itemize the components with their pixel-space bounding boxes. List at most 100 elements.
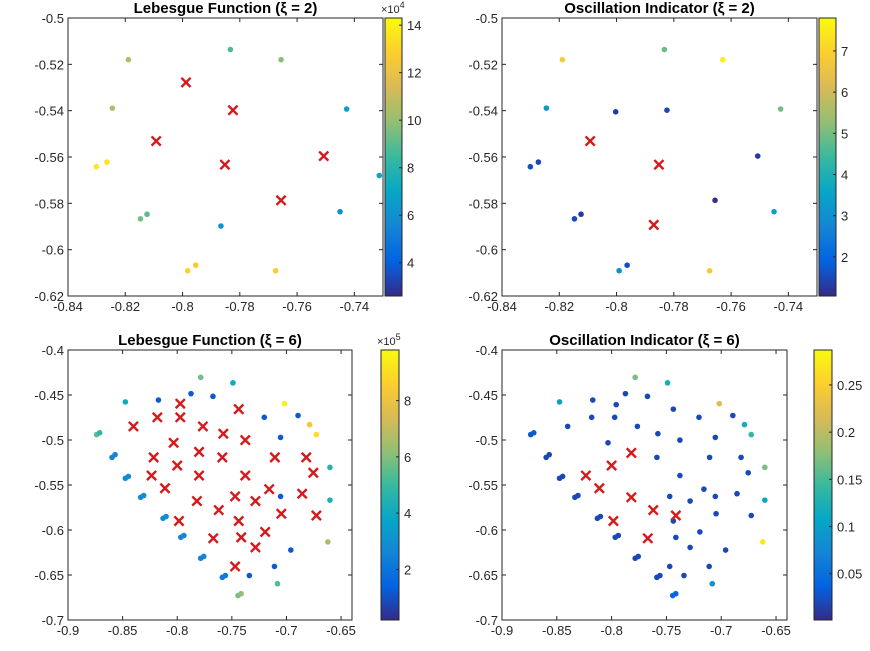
y-tick-label: -0.6 <box>476 523 498 538</box>
x-marker <box>193 470 205 481</box>
x-tick-label: -0.8 <box>600 623 622 638</box>
x-marker <box>296 488 308 500</box>
scatter-point <box>272 267 279 274</box>
y-tick-label: -0.65 <box>468 568 498 583</box>
colorbar-tick-label: 0.25 <box>837 378 862 393</box>
colorbar-gradient <box>818 17 837 297</box>
chart-title: Oscillation Indicator (ξ = 2) <box>564 0 754 17</box>
colorbar-exponent: ×104 <box>381 0 405 16</box>
scatter-point <box>261 414 268 421</box>
y-tick-label: -0.5 <box>42 433 64 448</box>
colorbar: 4 6 8 10 12 14×104 <box>381 0 421 297</box>
scatter-point <box>762 464 768 471</box>
scatter-point <box>777 106 784 112</box>
scatter-point <box>666 493 673 500</box>
scatter-point <box>184 267 191 274</box>
y-tick-label: -0.55 <box>468 478 498 493</box>
x-tick-label: -0.82 <box>110 299 140 314</box>
scatter-point <box>181 532 187 539</box>
scatter-point <box>716 400 723 407</box>
scatter-point <box>376 172 383 179</box>
scatter-point <box>238 590 244 597</box>
scatter-point <box>327 464 333 471</box>
x-marker <box>235 531 247 543</box>
colorbar-tick-label: 6 <box>841 85 848 100</box>
scatter-point <box>271 563 278 570</box>
x-tick-label: -0.76 <box>282 299 312 314</box>
scatter-point <box>670 406 677 412</box>
scatter-point <box>109 105 116 111</box>
scatter-point <box>288 547 294 553</box>
scatter-point <box>163 513 169 520</box>
scatter-point <box>313 431 320 438</box>
scatter-point <box>754 153 761 159</box>
colorbar-tick-label: 14 <box>407 18 421 33</box>
colorbar-gradient <box>380 349 400 621</box>
scatter-point <box>734 490 740 497</box>
y-tick-label: -0.6 <box>42 523 64 538</box>
x-marker <box>168 437 180 449</box>
x-marker <box>191 495 203 507</box>
scatter-point <box>104 159 110 165</box>
x-tick-label: -0.7 <box>710 623 732 638</box>
scatter-point <box>543 105 550 111</box>
x-marker <box>249 495 261 507</box>
x-tick-label: -0.85 <box>542 623 572 638</box>
x-marker <box>310 510 322 521</box>
colorbar: 2 3 4 5 6 7 <box>818 17 848 297</box>
x-marker <box>159 482 171 494</box>
scatter-point <box>709 580 716 587</box>
x-tick-label: -0.76 <box>716 299 746 314</box>
scatter-point <box>661 46 668 53</box>
scatter-point <box>771 208 777 215</box>
scatter-point <box>546 451 553 458</box>
x-marker <box>593 482 605 494</box>
plot-area <box>501 17 818 297</box>
scatter-point <box>655 430 661 437</box>
scatter-point <box>295 412 301 419</box>
scatter-point <box>197 374 204 381</box>
plot-area <box>501 349 788 621</box>
x-marker <box>150 135 162 147</box>
scatter-point <box>634 423 641 430</box>
scatter-point <box>672 590 679 597</box>
colorbar-tick-label: 10 <box>407 113 421 128</box>
x-marker <box>275 194 287 206</box>
y-tick-label: -0.45 <box>468 388 498 403</box>
y-tick-label: -0.6 <box>42 243 64 258</box>
scatter-point <box>748 512 755 519</box>
x-marker <box>606 460 618 472</box>
scatter-point <box>125 56 132 63</box>
subplot-3: Lebesgue Function (ξ = 6) -0.9 -0.85 -0.8 -0… <box>34 332 411 638</box>
y-tick-label: -0.45 <box>34 388 64 403</box>
subplot-1: Lebesgue Function (ξ = 2) -0.84 -0.82 -0.8 -… <box>34 0 421 314</box>
x-tick-label: -0.85 <box>108 623 138 638</box>
x-marker <box>259 526 271 538</box>
y-tick-label: -0.5 <box>476 433 498 448</box>
x-marker <box>647 504 659 516</box>
x-marker <box>174 398 186 410</box>
colorbar-tick-label: 0.2 <box>837 425 855 440</box>
scatter-point <box>712 434 719 441</box>
scatter-point <box>530 430 537 436</box>
x-tick-label: -0.7 <box>275 623 297 638</box>
x-tick-label: -0.75 <box>652 623 682 638</box>
scatter-point <box>719 56 726 63</box>
scatter-point <box>575 492 581 499</box>
x-tick-label: -0.74 <box>340 299 370 314</box>
scatter-point <box>230 380 236 386</box>
y-tick-label: -0.7 <box>476 613 498 628</box>
x-marker <box>148 451 160 463</box>
scatter-point <box>210 393 216 400</box>
colorbar-tick-label: 2 <box>841 250 848 265</box>
y-tick-label: -0.52 <box>468 57 498 72</box>
scatter-point <box>741 421 748 428</box>
y-tick-label: -0.55 <box>34 478 64 493</box>
colorbar-tick-label: 8 <box>404 394 411 409</box>
scatter-point <box>112 451 118 458</box>
x-tick-label: -0.78 <box>659 299 689 314</box>
colorbar-gradient <box>813 349 833 621</box>
scatter-point <box>730 412 736 419</box>
y-tick-label: -0.52 <box>34 57 64 72</box>
y-tick-label: -0.54 <box>34 104 64 119</box>
